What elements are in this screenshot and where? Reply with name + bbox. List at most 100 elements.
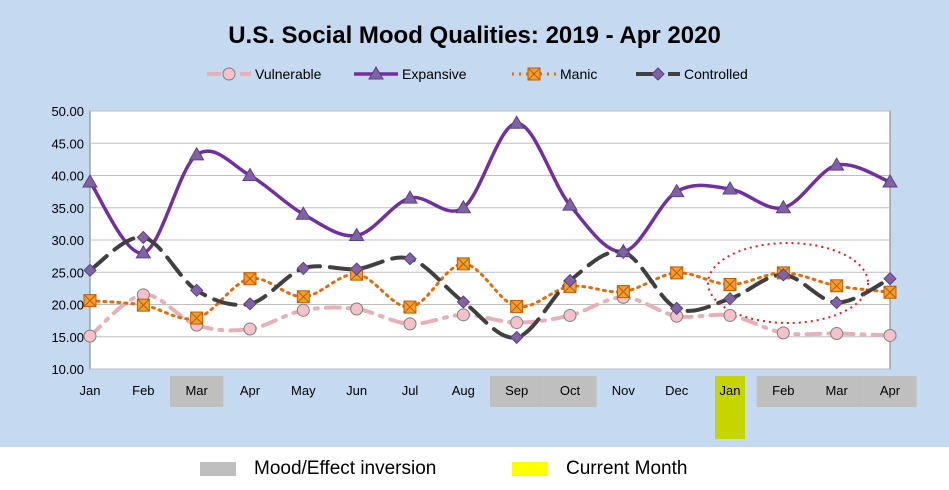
x-tick-label: May <box>291 383 316 398</box>
inversion-month-box <box>810 376 864 407</box>
key-current-month-label: Current Month <box>566 458 688 479</box>
point-expansive <box>188 146 205 161</box>
point-manic-x2 <box>190 311 204 325</box>
point-controlled <box>883 271 897 286</box>
x-tick-label: Apr <box>880 383 901 398</box>
inversion-month-box <box>756 376 810 407</box>
legend-label-manic: Manic <box>560 66 597 82</box>
point-vulnerable <box>403 317 417 331</box>
series-line-vulnerable <box>88 292 892 339</box>
point-vulnerable <box>776 326 790 340</box>
legend-marker-manic-x2 <box>527 67 541 81</box>
x-tick-label: Feb <box>132 383 154 398</box>
point-controlled <box>776 268 791 282</box>
key-current-month: Current Month <box>512 458 687 480</box>
y-tick-label: 15.00 <box>51 330 84 345</box>
inversion-month-box <box>863 376 917 407</box>
point-manic-x2 <box>456 257 470 271</box>
point-controlled <box>616 245 631 259</box>
x-tick-label: Jun <box>346 383 367 398</box>
point-vulnerable <box>243 322 257 336</box>
point-expansive <box>508 115 525 129</box>
key-mood-inversion-label: Mood/Effect inversion <box>254 458 437 479</box>
point-vulnerable <box>563 308 577 322</box>
point-controlled <box>403 251 417 266</box>
point-controlled <box>349 262 364 276</box>
point-controlled <box>509 330 524 345</box>
y-tick-label: 35.00 <box>51 201 84 216</box>
x-tick-label: Jan <box>720 383 741 398</box>
x-tick-label: Mar <box>185 383 208 398</box>
point-controlled <box>563 273 577 288</box>
x-tick-label: Mar <box>825 383 848 398</box>
point-controlled <box>829 295 844 310</box>
series-line-controlled <box>88 235 892 340</box>
point-controlled <box>723 291 737 306</box>
point-vulnerable <box>883 328 897 342</box>
point-controlled <box>243 297 257 311</box>
point-expansive <box>722 181 738 195</box>
x-tick-label: Jan <box>80 383 101 398</box>
point-expansive <box>348 227 365 241</box>
point-expansive <box>242 167 258 181</box>
point-manic-x2 <box>296 290 310 304</box>
y-tick-label: 25.00 <box>51 265 84 280</box>
inversion-month-box <box>490 376 544 407</box>
point-controlled <box>136 230 151 245</box>
point-controlled <box>456 295 471 309</box>
y-tick-label: 20.00 <box>51 298 84 313</box>
point-expansive <box>295 206 312 220</box>
x-tick-label: Dec <box>665 383 689 398</box>
chart-title: U.S. Social Mood Qualities: 2019 - Apr 2… <box>228 22 721 49</box>
point-manic-x2 <box>883 285 897 299</box>
point-expansive <box>828 157 845 171</box>
y-tick-label: 40.00 <box>51 169 84 184</box>
point-expansive <box>562 197 578 211</box>
point-vulnerable <box>350 302 364 316</box>
x-tick-label: Feb <box>772 383 794 398</box>
x-tick-label: Apr <box>240 383 261 398</box>
point-manic-x2 <box>723 278 737 291</box>
legend-label-vulnerable: Vulnerable <box>255 66 322 82</box>
line-chart: 10.00 15.00 20.00 25.00 30.00 35.00 40.00 45.00… <box>51 66 917 439</box>
point-manic-x2 <box>510 300 524 313</box>
point-manic-x2 <box>830 279 844 293</box>
point-controlled <box>83 263 97 278</box>
inversion-month-box <box>170 376 224 407</box>
point-manic-x2 <box>403 300 417 314</box>
point-manic-x2 <box>243 272 257 286</box>
point-vulnerable <box>83 329 97 343</box>
legend-label-expansive: Expansive <box>402 66 467 82</box>
legend-marker-expansive <box>368 66 384 80</box>
point-manic-x2 <box>670 266 684 280</box>
point-expansive <box>668 183 685 198</box>
point-controlled <box>189 283 204 298</box>
legend-label-controlled: Controlled <box>684 66 748 82</box>
point-vulnerable <box>723 308 737 322</box>
point-expansive <box>775 199 792 214</box>
highlight-ellipse <box>707 242 869 324</box>
point-expansive <box>882 173 898 188</box>
x-tick-label: Nov <box>612 383 636 398</box>
y-tick-label: 45.00 <box>51 136 84 151</box>
key-mood-inversion: Mood/Effect inversion <box>200 458 436 480</box>
x-tick-label: Aug <box>452 383 475 398</box>
series-line-manic <box>88 262 892 321</box>
point-expansive <box>135 244 152 259</box>
current-month-box <box>715 376 745 439</box>
key-current-month-swatch <box>512 461 548 476</box>
inversion-month-box <box>543 376 597 407</box>
legend-marker-controlled <box>651 67 665 81</box>
point-manic-x2 <box>83 294 97 307</box>
point-controlled <box>669 301 684 316</box>
point-expansive <box>82 173 98 188</box>
y-tick-label: 50.00 <box>51 104 84 119</box>
y-tick-label: 10.00 <box>51 362 84 377</box>
point-manic-x2 <box>136 298 150 312</box>
point-vulnerable <box>830 327 844 341</box>
legend-marker-vulnerable <box>222 67 236 81</box>
point-vulnerable <box>456 308 470 322</box>
point-vulnerable <box>510 316 524 330</box>
x-tick-label: Sep <box>505 383 528 398</box>
key-mood-inversion-swatch <box>200 461 236 476</box>
